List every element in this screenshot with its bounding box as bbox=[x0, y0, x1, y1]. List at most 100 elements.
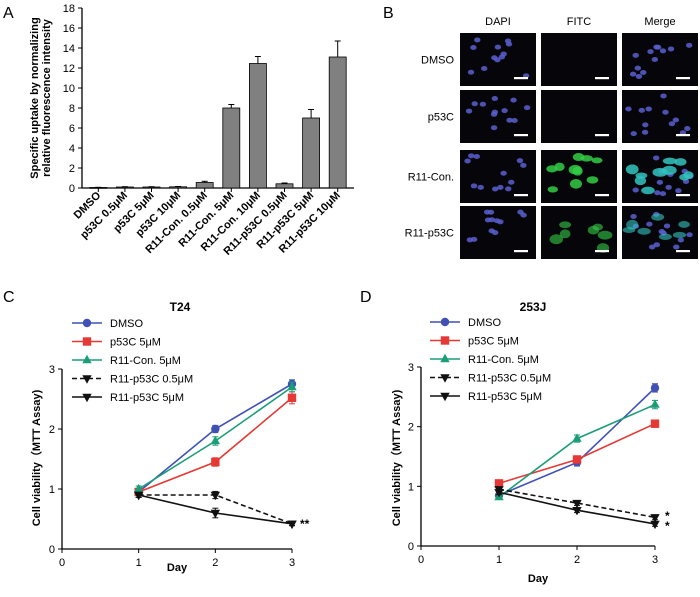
bar bbox=[328, 56, 347, 189]
data-point bbox=[211, 457, 220, 467]
nucleus-dot bbox=[659, 48, 667, 54]
scale-bar bbox=[595, 194, 609, 197]
t24-xlabel: Day bbox=[167, 562, 188, 574]
panel-label-d: D bbox=[360, 289, 372, 306]
bar-chart-ytick-label: 18 bbox=[63, 3, 75, 15]
nucleus-dot bbox=[490, 125, 498, 131]
cell-fluorescence bbox=[637, 227, 651, 235]
nucleus-dot bbox=[630, 131, 637, 137]
line-chart-t24: T24 Cell viability（MTT Assay) Day 0 1 2 3 0 1… bbox=[30, 300, 310, 574]
scale-bar bbox=[676, 134, 690, 137]
legend-label: DMSO bbox=[468, 317, 501, 329]
micrograph-column-label: DAPI bbox=[485, 16, 511, 28]
cell-fluorescence bbox=[580, 155, 593, 162]
cell-fluorescence bbox=[559, 221, 572, 229]
nucleus-dot bbox=[662, 109, 669, 115]
nucleus-dot bbox=[474, 37, 481, 43]
nucleus-dot bbox=[497, 184, 504, 190]
nucleus-dot bbox=[491, 96, 499, 102]
data-point bbox=[211, 424, 220, 434]
bar-chart-ytick-label: 2 bbox=[69, 163, 75, 175]
253j-xlabel: Day bbox=[528, 573, 549, 585]
legend-label: p53C 5μM bbox=[468, 336, 519, 348]
cell-fluorescence bbox=[658, 233, 672, 240]
scale-bar bbox=[514, 250, 528, 253]
nucleus-dot bbox=[470, 236, 478, 242]
nucleus-dot bbox=[654, 44, 662, 50]
cell-fluorescence bbox=[678, 220, 690, 228]
nucleus-dot bbox=[520, 162, 527, 168]
legend-marker bbox=[82, 354, 92, 364]
bar-chart-ytick-label: 10 bbox=[63, 83, 75, 95]
nucleus-dot bbox=[632, 187, 639, 193]
nucleus-dot bbox=[523, 105, 531, 111]
line-chart-253j: 253J Cell viability（MTT Assay) Day 0 1 2 3 0… bbox=[390, 300, 670, 585]
cell-fluorescence bbox=[641, 186, 655, 195]
legend-marker bbox=[440, 374, 450, 383]
nucleus-dot bbox=[660, 93, 667, 99]
line-chart-ytick-label: 2 bbox=[408, 422, 414, 434]
bar-chart-ytick-label: 0 bbox=[69, 183, 75, 195]
cell-fluorescence bbox=[554, 162, 565, 172]
significance-annotation: * bbox=[665, 509, 670, 523]
nucleus-dot bbox=[642, 122, 649, 128]
bar-chart-ytick-label: 4 bbox=[69, 143, 75, 155]
bar-chart-ytick-label: 14 bbox=[63, 43, 75, 55]
nucleus-dot bbox=[473, 153, 480, 159]
data-point bbox=[650, 514, 660, 523]
micrograph-column-label: Merge bbox=[644, 16, 675, 28]
nucleus-dot bbox=[656, 179, 664, 185]
253j-ylabel: Cell viability（MTT Assay) bbox=[390, 389, 403, 526]
nucleus-dot bbox=[501, 108, 508, 114]
nucleus-dot bbox=[477, 184, 484, 190]
nucleus-dot bbox=[663, 223, 671, 229]
legend-label: R11-Con. 5μM bbox=[468, 354, 539, 366]
micrograph-column-label: FITC bbox=[567, 16, 591, 28]
nucleus-dot bbox=[658, 229, 665, 235]
bar-chart-ytick-label: 8 bbox=[69, 103, 75, 115]
panel-label-b: B bbox=[383, 5, 394, 22]
line-chart-xtick-label: 1 bbox=[136, 557, 142, 569]
data-point bbox=[650, 419, 660, 428]
nucleus-dot bbox=[686, 232, 693, 238]
line-chart-xtick-label: 2 bbox=[212, 557, 218, 569]
nucleus-dot bbox=[667, 46, 675, 52]
legend-marker bbox=[440, 336, 450, 345]
data-point bbox=[287, 520, 297, 529]
nucleus-dot bbox=[492, 186, 499, 192]
line-chart-ytick-label: 3 bbox=[408, 362, 414, 374]
bar bbox=[275, 183, 294, 189]
series-line bbox=[498, 422, 656, 485]
nucleus-dot bbox=[471, 101, 478, 107]
bar-chart-ytick-label: 12 bbox=[63, 63, 75, 75]
data-point bbox=[494, 479, 504, 488]
scale-bar bbox=[676, 77, 690, 80]
scale-bar bbox=[676, 194, 690, 197]
nucleus-dot bbox=[653, 242, 660, 248]
line-chart-ytick-label: 2 bbox=[49, 424, 55, 436]
cell-fluorescence bbox=[662, 157, 677, 165]
nucleus-dot bbox=[517, 209, 524, 215]
nucleus-dot bbox=[510, 97, 517, 103]
micrograph-row-label: R11-Con. bbox=[408, 172, 454, 184]
bar bbox=[195, 182, 214, 189]
nucleus-dot bbox=[470, 183, 478, 189]
nucleus-dot bbox=[491, 109, 499, 115]
micrograph-grid: DAPI FITC Merge DMSO p53C R11-Con. R11-p53C bbox=[405, 16, 698, 259]
cell-fluorescence bbox=[591, 157, 603, 164]
scale-bar bbox=[595, 134, 609, 137]
nucleus-dot bbox=[685, 42, 693, 48]
nucleus-dot bbox=[629, 71, 637, 77]
nucleus-dot bbox=[491, 230, 499, 236]
data-point bbox=[133, 491, 144, 501]
significance-annotation: * bbox=[665, 519, 670, 533]
legend-label: R11-p53C 5μM bbox=[468, 391, 542, 403]
scale-bar bbox=[595, 250, 609, 253]
line-chart-ytick-label: 1 bbox=[408, 481, 414, 493]
nucleus-dot bbox=[677, 237, 685, 243]
nucleus-dot bbox=[648, 244, 656, 250]
legend-marker bbox=[440, 392, 450, 402]
nucleus-dot bbox=[511, 117, 518, 123]
nucleus-dot bbox=[491, 55, 498, 61]
